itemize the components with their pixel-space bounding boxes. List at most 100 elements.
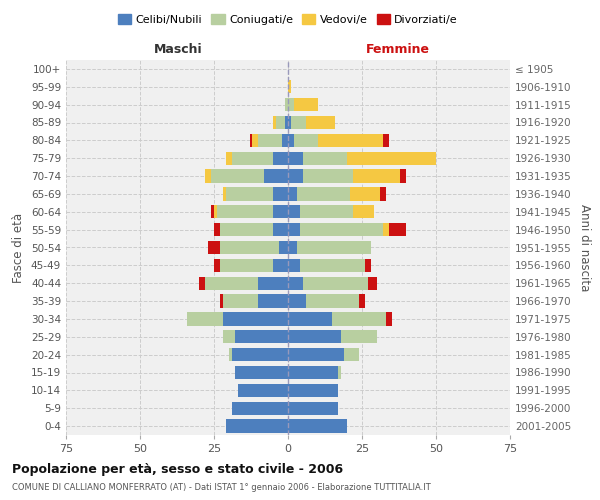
Bar bbox=[276, 116, 285, 129]
Legend: Celibi/Nubili, Coniugati/e, Vedovi/e, Divorziati/e: Celibi/Nubili, Coniugati/e, Vedovi/e, Di… bbox=[113, 10, 463, 29]
Bar bbox=[297, 187, 350, 200]
Bar bbox=[259, 294, 288, 308]
Bar bbox=[288, 276, 303, 290]
Bar bbox=[288, 402, 338, 415]
Bar bbox=[383, 134, 389, 147]
Bar bbox=[317, 134, 383, 147]
Bar bbox=[288, 258, 300, 272]
Bar bbox=[347, 152, 436, 165]
Bar bbox=[288, 116, 291, 129]
Bar bbox=[344, 348, 359, 362]
Bar bbox=[265, 170, 288, 183]
Bar bbox=[288, 294, 306, 308]
Bar bbox=[383, 223, 389, 236]
Bar bbox=[220, 258, 273, 272]
Bar bbox=[306, 294, 359, 308]
Bar bbox=[208, 241, 220, 254]
Bar bbox=[294, 134, 317, 147]
Bar bbox=[223, 294, 259, 308]
Bar bbox=[220, 241, 279, 254]
Bar bbox=[273, 223, 288, 236]
Bar bbox=[217, 205, 273, 218]
Bar bbox=[214, 223, 220, 236]
Bar bbox=[223, 312, 288, 326]
Bar bbox=[282, 134, 288, 147]
Bar bbox=[226, 187, 273, 200]
Bar bbox=[365, 258, 371, 272]
Bar bbox=[279, 241, 288, 254]
Bar bbox=[303, 170, 353, 183]
Bar bbox=[300, 205, 353, 218]
Bar bbox=[259, 276, 288, 290]
Bar bbox=[273, 205, 288, 218]
Bar bbox=[386, 312, 392, 326]
Bar bbox=[303, 276, 368, 290]
Bar bbox=[214, 258, 220, 272]
Bar bbox=[300, 258, 365, 272]
Bar bbox=[291, 116, 306, 129]
Bar bbox=[288, 330, 341, 344]
Bar bbox=[288, 80, 291, 94]
Bar bbox=[288, 384, 338, 397]
Bar bbox=[288, 205, 300, 218]
Bar bbox=[214, 205, 217, 218]
Bar bbox=[353, 170, 400, 183]
Text: Femmine: Femmine bbox=[365, 44, 430, 57]
Y-axis label: Anni di nascita: Anni di nascita bbox=[578, 204, 591, 291]
Bar bbox=[288, 348, 344, 362]
Bar bbox=[235, 330, 288, 344]
Text: Popolazione per età, sesso e stato civile - 2006: Popolazione per età, sesso e stato civil… bbox=[12, 462, 343, 475]
Bar bbox=[288, 366, 338, 379]
Bar bbox=[220, 223, 273, 236]
Bar bbox=[273, 258, 288, 272]
Bar bbox=[253, 134, 259, 147]
Bar bbox=[359, 294, 365, 308]
Bar bbox=[297, 241, 371, 254]
Bar bbox=[288, 134, 294, 147]
Bar bbox=[400, 170, 406, 183]
Bar bbox=[223, 330, 235, 344]
Bar bbox=[211, 205, 214, 218]
Bar bbox=[294, 98, 317, 112]
Bar bbox=[350, 187, 380, 200]
Bar bbox=[288, 187, 297, 200]
Bar bbox=[187, 312, 223, 326]
Bar bbox=[300, 223, 383, 236]
Bar bbox=[288, 420, 347, 433]
Bar bbox=[288, 98, 294, 112]
Bar bbox=[238, 384, 288, 397]
Bar bbox=[211, 170, 265, 183]
Bar bbox=[341, 330, 377, 344]
Bar bbox=[273, 116, 276, 129]
Bar bbox=[285, 98, 288, 112]
Text: COMUNE DI CALLIANO MONFERRATO (AT) - Dati ISTAT 1° gennaio 2006 - Elaborazione T: COMUNE DI CALLIANO MONFERRATO (AT) - Dat… bbox=[12, 484, 431, 492]
Text: Maschi: Maschi bbox=[154, 44, 203, 57]
Bar bbox=[353, 205, 374, 218]
Bar bbox=[306, 116, 335, 129]
Bar bbox=[226, 152, 232, 165]
Bar bbox=[303, 152, 347, 165]
Bar bbox=[389, 223, 406, 236]
Bar bbox=[226, 420, 288, 433]
Bar bbox=[288, 152, 303, 165]
Bar bbox=[368, 276, 377, 290]
Y-axis label: Fasce di età: Fasce di età bbox=[13, 212, 25, 282]
Bar bbox=[288, 170, 303, 183]
Bar bbox=[259, 134, 282, 147]
Bar bbox=[220, 294, 223, 308]
Bar bbox=[332, 312, 386, 326]
Bar bbox=[235, 366, 288, 379]
Bar bbox=[205, 276, 259, 290]
Bar bbox=[232, 402, 288, 415]
Bar bbox=[380, 187, 386, 200]
Bar bbox=[232, 348, 288, 362]
Bar bbox=[288, 223, 300, 236]
Bar bbox=[232, 152, 273, 165]
Bar bbox=[199, 276, 205, 290]
Bar bbox=[285, 116, 288, 129]
Bar bbox=[288, 241, 297, 254]
Bar bbox=[288, 312, 332, 326]
Bar bbox=[250, 134, 253, 147]
Bar bbox=[205, 170, 211, 183]
Bar bbox=[338, 366, 341, 379]
